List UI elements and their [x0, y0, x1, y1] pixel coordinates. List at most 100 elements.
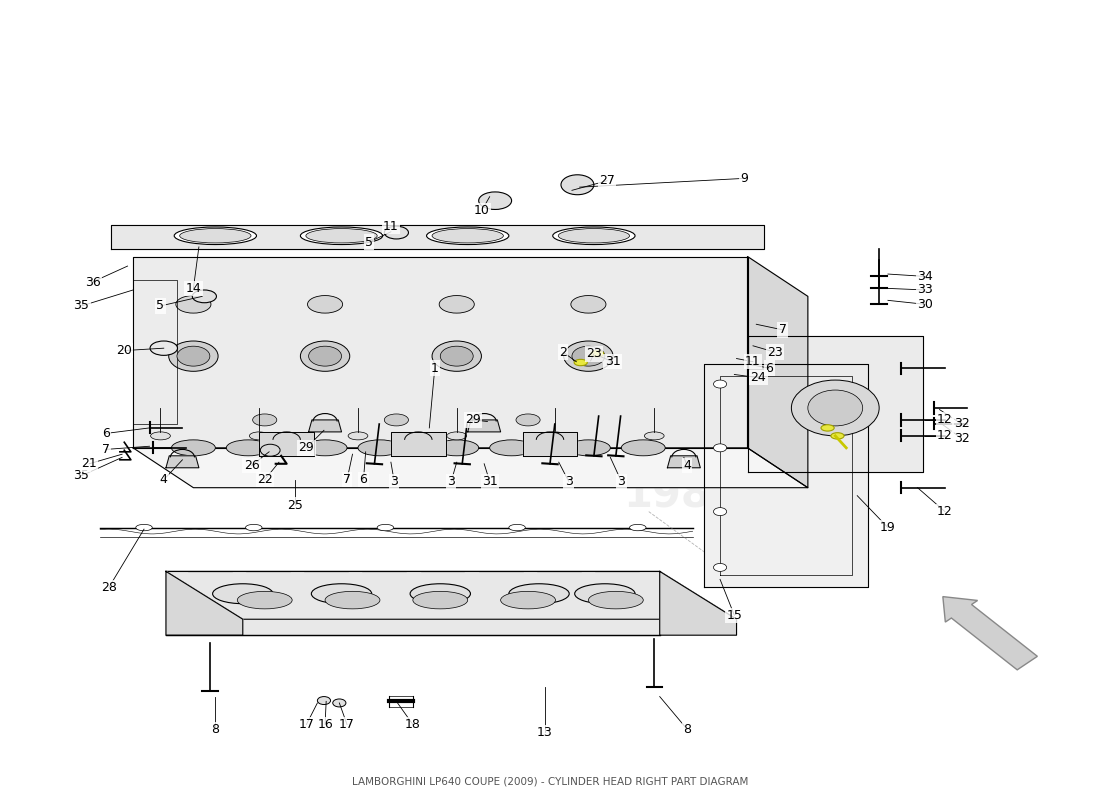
Ellipse shape — [440, 346, 473, 366]
Text: 19: 19 — [880, 521, 895, 534]
Text: 27: 27 — [600, 174, 615, 187]
Ellipse shape — [245, 524, 262, 530]
Polygon shape — [166, 456, 199, 468]
Ellipse shape — [384, 226, 408, 239]
Ellipse shape — [629, 524, 646, 530]
Ellipse shape — [410, 584, 471, 604]
Text: 34: 34 — [917, 270, 933, 283]
Polygon shape — [660, 571, 737, 635]
Text: 6: 6 — [766, 362, 773, 374]
Polygon shape — [704, 364, 868, 587]
Ellipse shape — [588, 591, 643, 609]
Ellipse shape — [192, 290, 217, 302]
Ellipse shape — [261, 444, 280, 456]
Polygon shape — [668, 456, 701, 468]
Text: 3: 3 — [564, 475, 573, 488]
Text: 23: 23 — [586, 347, 602, 360]
Text: 28: 28 — [101, 581, 117, 594]
Text: 2: 2 — [559, 346, 568, 358]
Text: 23: 23 — [767, 346, 783, 358]
Text: 16: 16 — [317, 718, 333, 731]
Text: 17: 17 — [339, 718, 355, 731]
Ellipse shape — [500, 591, 556, 609]
Text: 32: 32 — [954, 418, 969, 430]
Ellipse shape — [311, 584, 372, 604]
Ellipse shape — [563, 341, 613, 371]
Ellipse shape — [135, 524, 152, 530]
Polygon shape — [133, 257, 748, 448]
Polygon shape — [390, 432, 446, 456]
Ellipse shape — [318, 697, 331, 705]
Text: 11: 11 — [383, 220, 399, 233]
Text: 15: 15 — [726, 609, 742, 622]
Text: 4: 4 — [160, 474, 167, 486]
Ellipse shape — [238, 591, 293, 609]
Text: 35: 35 — [74, 299, 89, 313]
Text: 6: 6 — [101, 427, 110, 440]
Text: 29: 29 — [298, 442, 315, 454]
Ellipse shape — [212, 584, 273, 604]
Polygon shape — [260, 432, 315, 456]
Ellipse shape — [571, 295, 606, 313]
Text: 20: 20 — [117, 344, 132, 357]
Ellipse shape — [177, 346, 210, 366]
Text: 21: 21 — [81, 458, 97, 470]
Text: 5: 5 — [156, 299, 165, 313]
Ellipse shape — [306, 229, 377, 243]
Text: 13: 13 — [537, 726, 552, 739]
Text: 9: 9 — [740, 172, 748, 185]
Ellipse shape — [714, 444, 727, 452]
Ellipse shape — [176, 295, 211, 313]
Text: 4: 4 — [683, 459, 691, 472]
Polygon shape — [522, 432, 578, 456]
Ellipse shape — [151, 432, 170, 440]
Ellipse shape — [432, 229, 504, 243]
Ellipse shape — [591, 350, 604, 357]
Ellipse shape — [300, 227, 383, 245]
Ellipse shape — [490, 440, 534, 456]
Ellipse shape — [427, 227, 509, 245]
Ellipse shape — [412, 591, 468, 609]
Text: 8: 8 — [211, 722, 219, 736]
Ellipse shape — [250, 432, 270, 440]
Text: 26: 26 — [244, 459, 260, 472]
Ellipse shape — [791, 380, 879, 436]
Text: 6: 6 — [360, 474, 367, 486]
Text: 17: 17 — [298, 718, 315, 731]
Text: 22: 22 — [256, 474, 273, 486]
Polygon shape — [111, 225, 764, 249]
Text: 5: 5 — [365, 236, 373, 249]
Ellipse shape — [332, 699, 345, 707]
Ellipse shape — [574, 359, 587, 366]
Text: 33: 33 — [917, 283, 933, 297]
Ellipse shape — [714, 563, 727, 571]
Ellipse shape — [478, 192, 512, 210]
Polygon shape — [309, 420, 341, 432]
Ellipse shape — [253, 414, 277, 426]
Ellipse shape — [348, 432, 367, 440]
Ellipse shape — [821, 425, 834, 431]
Ellipse shape — [377, 524, 394, 530]
Polygon shape — [166, 571, 243, 635]
Text: 35: 35 — [74, 470, 89, 482]
Ellipse shape — [558, 229, 629, 243]
Text: 12: 12 — [937, 430, 953, 442]
Text: 12: 12 — [937, 414, 953, 426]
Text: 24: 24 — [750, 371, 767, 384]
Ellipse shape — [516, 414, 540, 426]
Ellipse shape — [434, 440, 478, 456]
Text: LAMBORGHINI LP640 COUPE (2009) - CYLINDER HEAD RIGHT PART DIAGRAM: LAMBORGHINI LP640 COUPE (2009) - CYLINDE… — [352, 777, 748, 786]
Ellipse shape — [447, 432, 466, 440]
Text: 3: 3 — [390, 475, 398, 488]
Text: europes: europes — [453, 327, 757, 393]
Polygon shape — [468, 420, 500, 432]
Ellipse shape — [574, 584, 635, 604]
Ellipse shape — [572, 346, 605, 366]
Ellipse shape — [172, 440, 216, 456]
Text: 29: 29 — [465, 414, 481, 426]
Polygon shape — [166, 571, 660, 635]
Text: 8: 8 — [683, 722, 691, 736]
Ellipse shape — [546, 432, 565, 440]
Polygon shape — [166, 571, 737, 619]
Text: 31: 31 — [605, 355, 620, 368]
